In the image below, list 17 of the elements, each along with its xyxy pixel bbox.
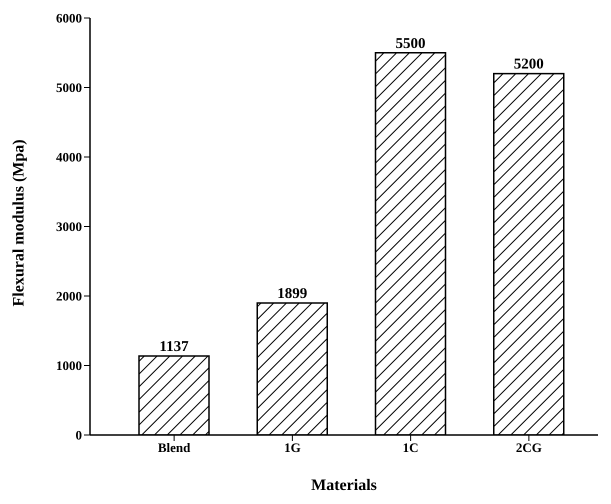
data-label: 5200 [514, 56, 544, 73]
x-tick-label: Blend [158, 440, 192, 456]
data-label: 1899 [277, 286, 308, 302]
y-axis-title: Flexural modulus (Mpa) [10, 139, 28, 306]
y-tick-label: 6000 [56, 10, 82, 26]
y-tick-label: 3000 [56, 219, 82, 234]
y-tick-label: 2000 [56, 288, 82, 304]
y-tick-label: 0 [76, 428, 82, 443]
x-tick-label: 2CG [516, 440, 542, 456]
y-tick-label: 4000 [56, 150, 82, 165]
data-label: 5500 [396, 36, 426, 52]
y-tick-label: 1000 [56, 358, 82, 374]
x-tick-label: 1C [402, 440, 419, 456]
x-tick-label: 1G [284, 440, 301, 456]
y-tick-label: 5000 [56, 80, 82, 96]
x-axis-title: Materials [311, 477, 377, 494]
data-label: 1137 [159, 338, 190, 355]
